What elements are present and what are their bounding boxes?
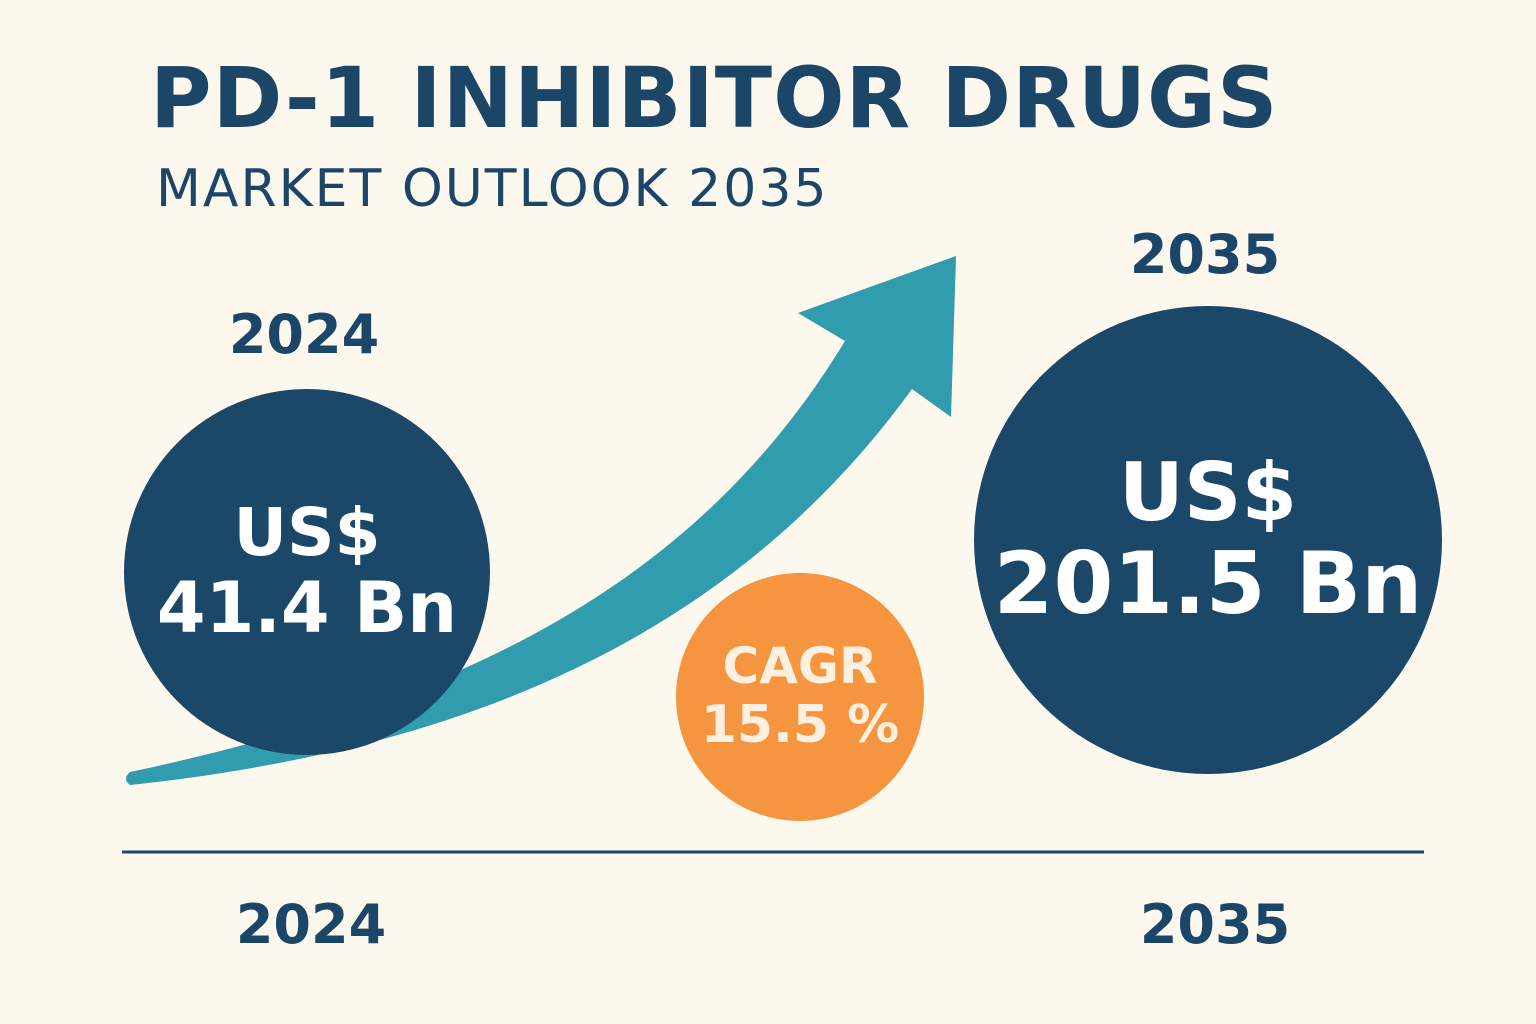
cagr-badge: CAGR 15.5 %: [676, 573, 924, 821]
chart-title: PD-1 INHIBITOR DRUGS: [150, 49, 1279, 147]
year-label-top-2024: 2024: [228, 303, 380, 366]
value-circle-2024: US$ 41.4 Bn: [124, 389, 490, 755]
growth-arrow-body: [126, 256, 956, 785]
value-currency-2024: US$: [233, 494, 381, 572]
chart-subtitle: MARKET OUTLOOK 2035: [156, 159, 829, 219]
axis-label-2024: 2024: [235, 893, 387, 956]
cagr-label: CAGR: [722, 637, 878, 696]
value-currency-2035: US$: [1118, 445, 1298, 539]
cagr-value: 15.5 %: [700, 694, 900, 755]
axis-label-2035: 2035: [1139, 893, 1291, 956]
year-label-top-2035: 2035: [1129, 223, 1281, 286]
value-amount-2024: 41.4 Bn: [156, 566, 458, 649]
value-circle-2035: US$ 201.5 Bn: [974, 306, 1442, 774]
value-amount-2035: 201.5 Bn: [993, 533, 1423, 634]
